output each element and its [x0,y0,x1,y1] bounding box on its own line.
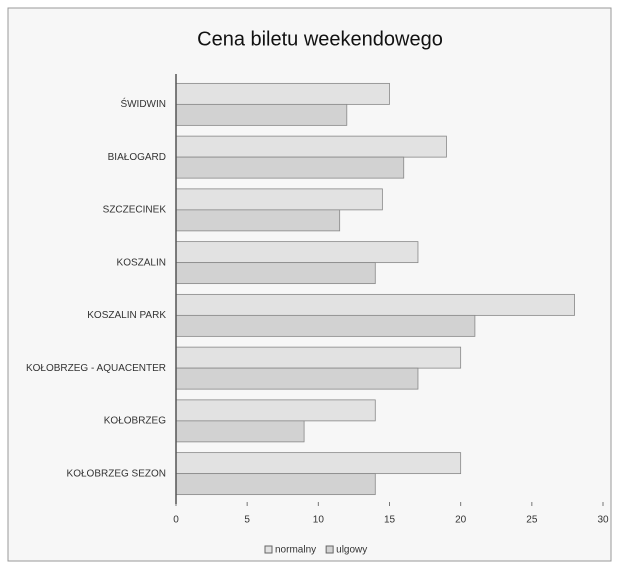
x-tick-label: 10 [313,515,325,526]
x-tick-label: 0 [173,515,179,526]
legend-swatch [264,545,273,554]
legend-label: normalny [275,545,316,556]
y-tick-label: KOSZALIN PARK [87,310,166,321]
bar [175,314,476,337]
bar [175,241,419,264]
bar [175,188,383,211]
x-tick-label: 20 [455,515,467,526]
bar [175,135,447,158]
bar [175,420,305,443]
bar [175,82,390,105]
bar [175,346,462,369]
bar [175,209,341,232]
y-tick-label: BIAŁOGARD [108,152,166,163]
x-tick-label: 25 [526,515,538,526]
x-tick-label: 5 [244,515,250,526]
y-tick-label: ŚWIDWIN [120,97,166,110]
legend-label: ulgowy [336,545,367,556]
bar [175,367,419,390]
chart-title: Cena biletu weekendowego [197,28,443,50]
x-tick-label: 30 [597,515,609,526]
bar [175,103,348,126]
y-tick-label: KOŁOBRZEG [104,416,166,427]
y-tick-label: KOSZALIN [117,257,166,268]
bar [175,452,462,475]
bar [175,473,376,496]
bar [175,156,405,179]
x-tick-label: 15 [384,515,396,526]
legend-swatch [325,545,334,554]
bar [175,262,376,285]
y-tick-label: SZCZECINEK [103,205,167,216]
bar [175,399,376,422]
y-tick-label: KOŁOBRZEG - AQUACENTER [26,363,166,374]
bar [175,293,575,316]
y-tick-label: KOŁOBRZEG SEZON [67,468,166,479]
